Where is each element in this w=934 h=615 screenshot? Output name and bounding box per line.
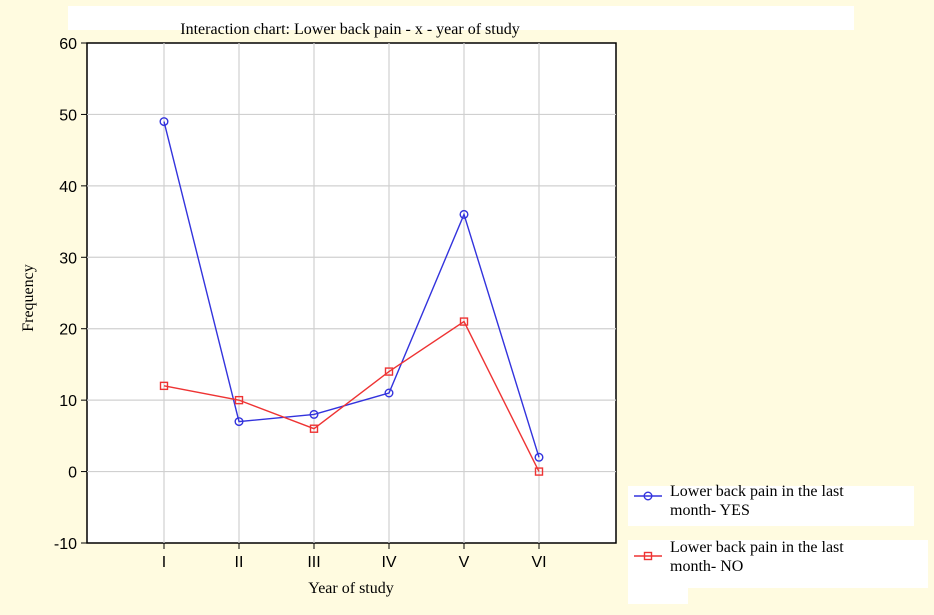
y-tick-label: 30 bbox=[59, 250, 77, 267]
data-point bbox=[459, 317, 469, 326]
data-point bbox=[309, 424, 319, 433]
x-tick-label: VI bbox=[531, 554, 546, 571]
series-yes bbox=[159, 117, 544, 462]
data-point bbox=[234, 417, 244, 427]
series-line bbox=[163, 320, 540, 472]
x-tick-label: II bbox=[235, 554, 244, 571]
y-tick-label: 20 bbox=[59, 322, 77, 339]
y-axis-ticks: -10 0 10 20 30 40 50 60 bbox=[54, 36, 87, 553]
data-point bbox=[234, 395, 244, 405]
y-tick-label: 40 bbox=[59, 179, 77, 196]
legend-label-yes-line2: month- YES bbox=[670, 502, 750, 519]
data-point bbox=[159, 117, 169, 127]
data-point bbox=[159, 381, 169, 391]
x-tick-label: I bbox=[162, 554, 166, 571]
grid-lines bbox=[87, 43, 616, 543]
x-tick-label: III bbox=[307, 554, 320, 571]
data-point bbox=[384, 388, 394, 398]
y-tick-label: 0 bbox=[68, 465, 77, 482]
x-tick-label: V bbox=[459, 554, 470, 571]
data-point bbox=[384, 367, 394, 376]
legend-label-yes-line1: Lower back pain in the last bbox=[670, 483, 844, 500]
data-point bbox=[534, 452, 544, 462]
legend-label-no-line1: Lower back pain in the last bbox=[670, 539, 844, 556]
x-tick-label: IV bbox=[381, 554, 396, 571]
data-point bbox=[534, 467, 544, 476]
legend-background-no bbox=[628, 540, 928, 588]
series-group bbox=[159, 117, 544, 476]
y-tick-label: 60 bbox=[59, 36, 77, 53]
legend-label-yes: Lower back pain in the last month- YES bbox=[670, 482, 844, 520]
y-tick-label: 50 bbox=[59, 107, 77, 124]
data-point bbox=[309, 409, 319, 419]
x-axis-label: Year of study bbox=[308, 580, 393, 597]
legend-label-no-line2: month- NO bbox=[670, 558, 744, 575]
y-tick-label: -10 bbox=[54, 536, 77, 553]
title-background bbox=[68, 6, 854, 30]
chart-title: Interaction chart: Lower back pain - x -… bbox=[180, 21, 519, 38]
series-line bbox=[163, 121, 540, 458]
plot-area bbox=[86, 42, 617, 544]
data-point bbox=[459, 209, 469, 219]
x-axis-ticks: I II III IV V VI bbox=[162, 543, 547, 571]
series-no bbox=[159, 317, 544, 476]
y-tick-label: 10 bbox=[59, 393, 77, 410]
legend-background-yes bbox=[628, 486, 914, 526]
legend-background-no-tail bbox=[628, 586, 688, 604]
y-axis-label: Frequency bbox=[20, 264, 37, 332]
legend-label-no: Lower back pain in the last month- NO bbox=[670, 538, 844, 576]
